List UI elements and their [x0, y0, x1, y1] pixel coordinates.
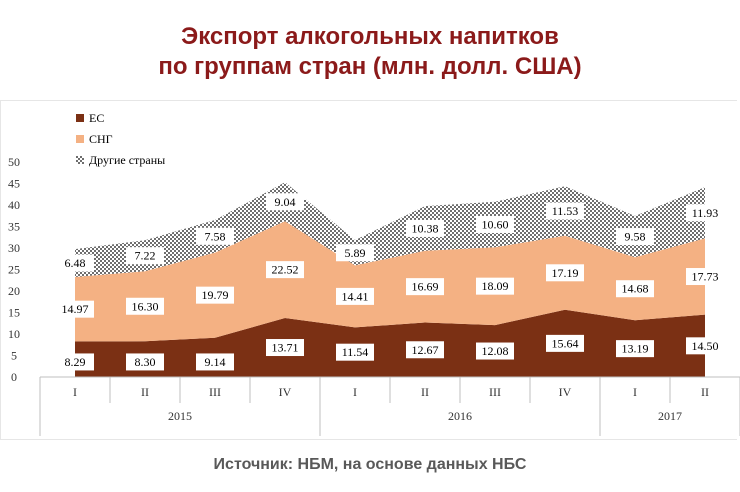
- data-label: 6.48: [65, 256, 86, 270]
- data-label: 19.79: [202, 288, 229, 302]
- data-label: 11.53: [552, 204, 579, 218]
- legend-entry: Другие страны: [89, 153, 165, 167]
- x-tick-label: III: [209, 385, 221, 399]
- data-label-box: [686, 337, 724, 355]
- chart-frame: [0, 100, 737, 440]
- x-tick-label: III: [489, 385, 501, 399]
- chart-title-line1: Экспорт алкогольных напитков: [181, 23, 559, 50]
- data-label-box: [56, 353, 94, 371]
- x-tick-label: II: [141, 385, 149, 399]
- data-label: 15.64: [552, 336, 579, 350]
- chart-title: Экспорт алкогольных напитков по группам …: [0, 22, 740, 82]
- y-tick-label: 15: [8, 306, 20, 320]
- data-label-box: [476, 215, 514, 233]
- y-tick-label: 0: [11, 370, 17, 384]
- y-tick-label: 45: [8, 177, 20, 191]
- chart-title-line2: по группам стран (млн. долл. США): [158, 53, 582, 80]
- data-label-box: [476, 342, 514, 360]
- data-label: 11.93: [692, 206, 719, 220]
- x-tick-label: II: [421, 385, 429, 399]
- data-label: 5.89: [345, 246, 366, 260]
- data-label: 14.68: [622, 282, 649, 296]
- x-tick-label: I: [73, 385, 77, 399]
- legend-swatch: [76, 135, 84, 143]
- data-label-box: [686, 204, 724, 222]
- data-label: 17.73: [692, 270, 719, 284]
- source-note: Источник: НБМ, на основе данных НБС: [213, 456, 527, 473]
- area-series-1: [75, 221, 705, 342]
- data-label: 9.04: [275, 195, 296, 209]
- data-label-box: [126, 297, 164, 315]
- data-label-box: [126, 353, 164, 371]
- data-label: 13.19: [622, 342, 649, 356]
- y-tick-label: 40: [8, 198, 20, 212]
- data-label-box: [406, 341, 444, 359]
- data-label-box: [336, 343, 374, 361]
- data-label-box: [406, 219, 444, 237]
- data-label: 10.38: [412, 221, 439, 235]
- data-label-box: [266, 339, 304, 357]
- data-label: 11.54: [342, 345, 369, 359]
- data-label-box: [616, 228, 654, 246]
- x-tick-label: II: [701, 385, 709, 399]
- data-label-box: [406, 278, 444, 296]
- data-label-box: [686, 268, 724, 286]
- data-label: 8.29: [65, 355, 86, 369]
- x-tick-label: IV: [559, 385, 572, 399]
- y-tick-label: 35: [8, 220, 20, 234]
- data-label: 9.58: [625, 230, 646, 244]
- data-label: 9.14: [205, 355, 226, 369]
- legend-swatch: [76, 156, 84, 164]
- data-label: 7.58: [205, 229, 226, 243]
- data-label-box: [546, 264, 584, 282]
- x-tick-label: IV: [279, 385, 292, 399]
- data-label-box: [196, 286, 234, 304]
- data-label: 10.60: [482, 217, 509, 231]
- y-tick-label: 5: [11, 349, 17, 363]
- data-label-box: [56, 300, 94, 318]
- data-label-box: [126, 247, 164, 265]
- data-label: 8.30: [135, 355, 156, 369]
- data-label-box: [336, 244, 374, 262]
- legend-entry: ЕС: [89, 111, 104, 125]
- data-label: 14.50: [692, 339, 719, 353]
- data-label: 18.09: [482, 279, 509, 293]
- data-label-box: [56, 254, 94, 272]
- y-tick-label: 20: [8, 284, 20, 298]
- legend-entry: СНГ: [89, 132, 113, 146]
- data-label-box: [266, 193, 304, 211]
- year-label: 2016: [448, 409, 472, 423]
- legend-swatch: [76, 114, 84, 122]
- data-label-box: [266, 261, 304, 279]
- data-label-box: [546, 334, 584, 352]
- x-tick-label: I: [633, 385, 637, 399]
- year-label: 2017: [658, 409, 682, 423]
- data-label: 7.22: [135, 249, 156, 263]
- data-label-box: [196, 227, 234, 245]
- y-tick-label: 10: [8, 327, 20, 341]
- data-label: 16.69: [412, 280, 439, 294]
- data-label: 14.97: [62, 302, 89, 316]
- y-tick-label: 25: [8, 263, 20, 277]
- y-tick-label: 30: [8, 241, 20, 255]
- data-label-box: [546, 202, 584, 220]
- data-label: 16.30: [132, 299, 159, 313]
- data-label: 17.19: [552, 266, 579, 280]
- data-label-box: [336, 287, 374, 305]
- data-label: 14.41: [342, 289, 369, 303]
- data-label-box: [196, 353, 234, 371]
- y-tick-label: 50: [8, 155, 20, 169]
- data-label: 12.08: [482, 344, 509, 358]
- data-label-box: [616, 280, 654, 298]
- x-tick-label: I: [353, 385, 357, 399]
- year-label: 2015: [168, 409, 192, 423]
- data-label-box: [476, 277, 514, 295]
- data-label: 13.71: [272, 341, 299, 355]
- data-label-box: [616, 340, 654, 358]
- data-label: 12.67: [412, 343, 439, 357]
- data-label: 22.52: [272, 263, 299, 277]
